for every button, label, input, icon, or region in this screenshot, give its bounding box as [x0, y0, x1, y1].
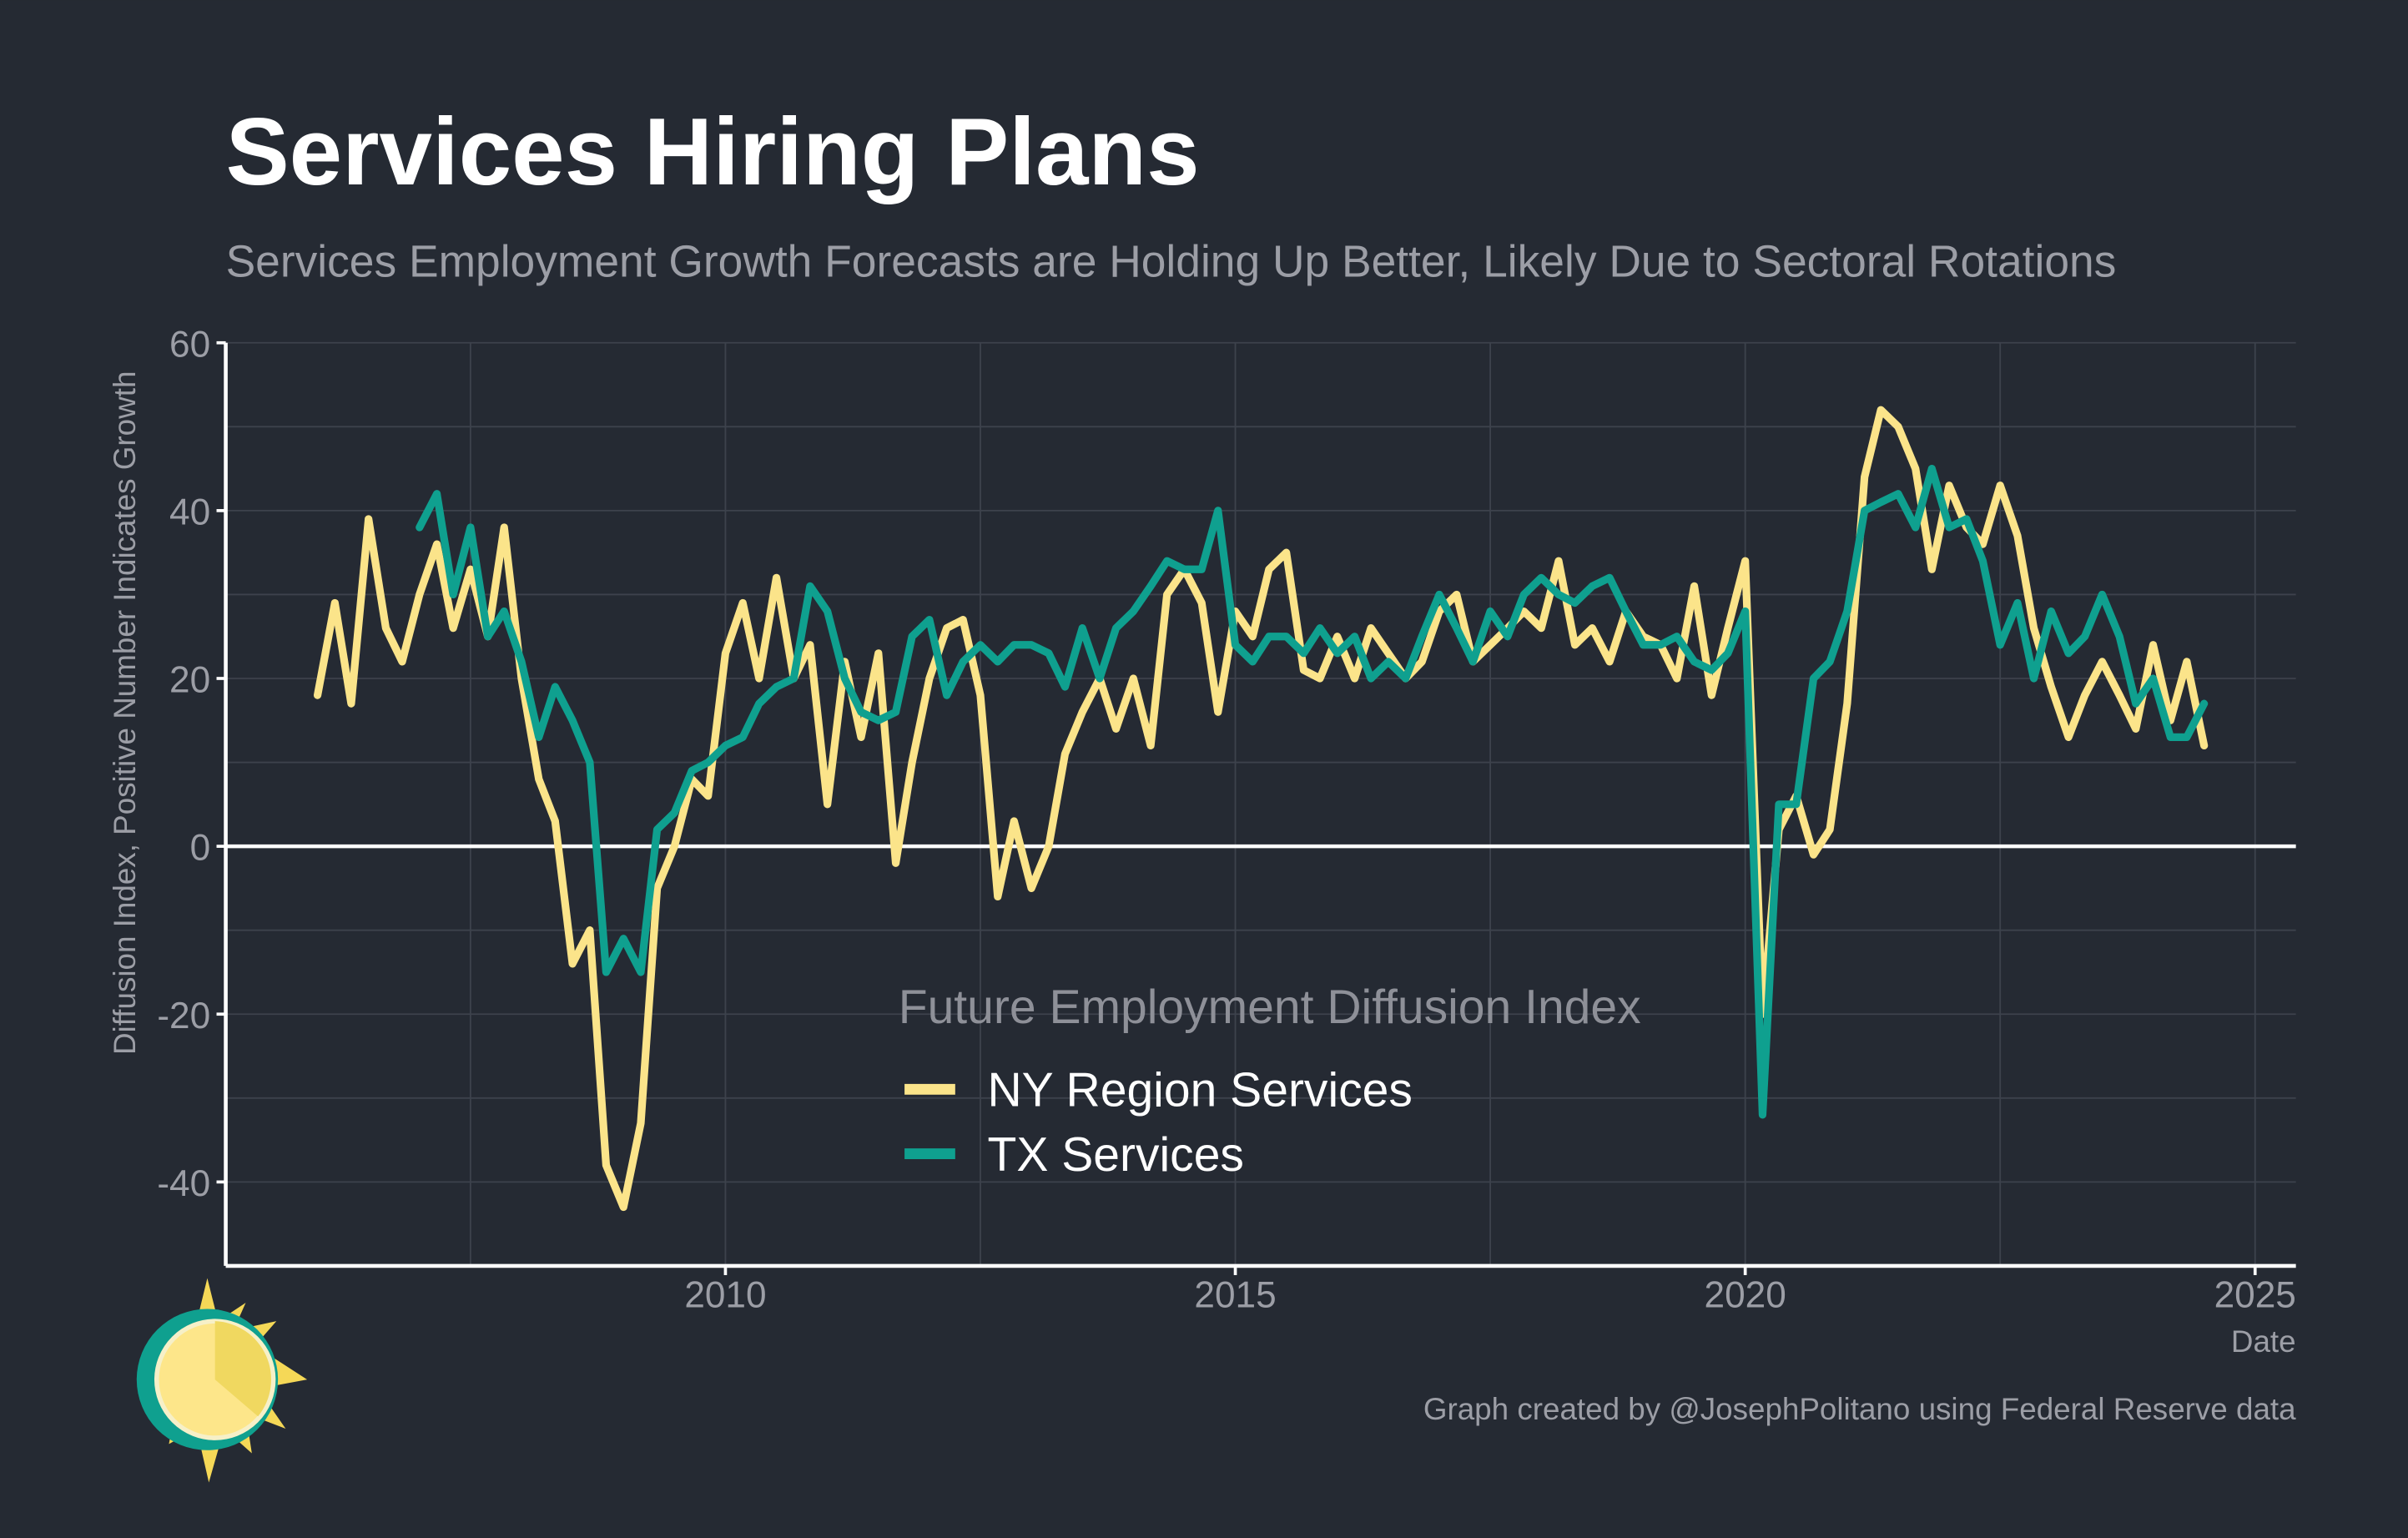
logo	[136, 1278, 308, 1483]
series-line	[416, 464, 2209, 1119]
plot-area	[313, 406, 2209, 1212]
y-tick-label: 40	[169, 492, 210, 532]
y-tick-label: 60	[169, 324, 210, 365]
x-tick-label: 2015	[1194, 1275, 1276, 1316]
y-axis-title: Diffusion Index, Positive Number Indicat…	[108, 371, 142, 1055]
logo-shade	[214, 1321, 271, 1417]
y-tick-label: 20	[169, 660, 210, 701]
x-axis-title: Date	[2231, 1324, 2296, 1359]
legend-label: NY Region Services	[987, 1064, 1412, 1117]
x-tick-label: 2020	[1705, 1275, 1786, 1316]
chart-title: Services Hiring Plans	[226, 99, 1200, 205]
legend-label: TX Services	[987, 1128, 1244, 1182]
caption: Graph created by @JosephPolitano using F…	[1423, 1392, 2296, 1426]
y-tick-label: 0	[190, 828, 211, 869]
y-tick-label: -40	[157, 1163, 210, 1204]
x-tick-label: 2025	[2214, 1275, 2296, 1316]
labels: Services Hiring Plans Services Employmen…	[108, 99, 2296, 1426]
x-tick-label: 2010	[684, 1275, 766, 1316]
chart-subtitle: Services Employment Growth Forecasts are…	[226, 238, 2117, 287]
y-tick-label: -20	[157, 996, 210, 1036]
series-line	[313, 406, 2209, 1212]
legend-title: Future Employment Diffusion Index	[899, 981, 1641, 1034]
